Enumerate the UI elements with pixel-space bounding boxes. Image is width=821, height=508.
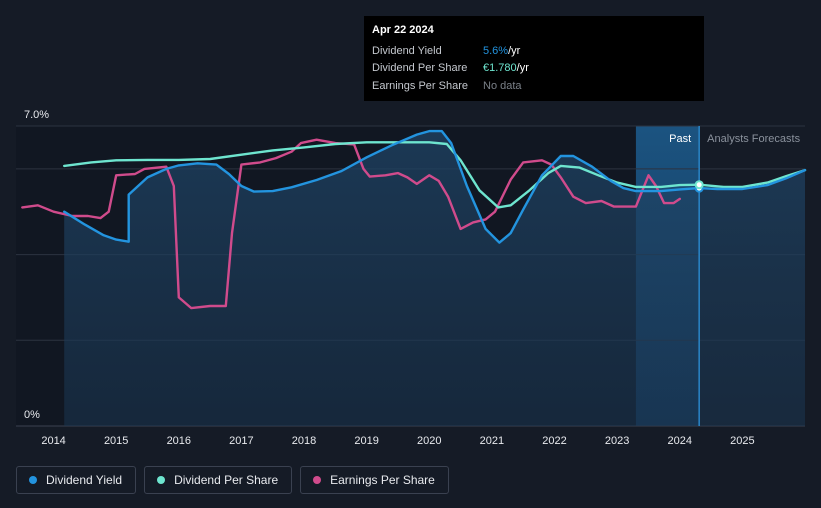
x-tick-label: 2025	[730, 435, 754, 447]
legend-label: Dividend Yield	[46, 473, 123, 487]
x-tick-label: 2020	[417, 435, 441, 447]
x-tick-label: 2021	[480, 435, 504, 447]
legend-dividend-yield[interactable]: Dividend Yield	[16, 466, 137, 494]
dividend-per-share-line	[63, 141, 807, 209]
tooltip-value: No data	[483, 79, 522, 92]
x-tick-label: 2023	[605, 435, 629, 447]
y-tick-label: 7.0%	[24, 109, 49, 121]
legend-label: Earnings Per Share	[330, 473, 435, 487]
legend-earnings-per-share[interactable]: Earnings Per Share	[300, 466, 449, 494]
dividend-yield-area	[64, 131, 805, 426]
tooltip-unit: /yr	[508, 44, 521, 57]
chart-legend: Dividend Yield Dividend Per Share Earnin…	[16, 466, 449, 494]
legend-dot-icon	[29, 476, 37, 484]
tooltip-value: €1.780	[483, 62, 517, 75]
legend-label: Dividend Per Share	[174, 473, 279, 487]
tooltip-row-dividend-yield: Dividend Yield 5.6% /yr	[372, 42, 696, 60]
tooltip-row-earnings-per-share: Earnings Per Share No data	[372, 77, 696, 95]
tooltip-label: Dividend Per Share	[372, 62, 468, 75]
dividend-per-share-marker	[694, 180, 704, 190]
legend-dot-icon	[313, 476, 322, 484]
y-tick-label: 0%	[24, 409, 40, 421]
x-tick-label: 2017	[229, 435, 253, 447]
x-tick-label: 2014	[41, 435, 65, 447]
legend-dividend-per-share[interactable]: Dividend Per Share	[144, 466, 293, 494]
chart-tooltip: Apr 22 2024 Dividend Yield 5.6% /yr Divi…	[364, 16, 704, 101]
tooltip-date: Apr 22 2024	[372, 24, 434, 36]
tooltip-unit: /yr	[516, 62, 529, 75]
forecast-label: Analysts Forecasts	[707, 133, 800, 145]
tooltip-label: Dividend Yield	[372, 44, 442, 57]
earnings-per-share-line	[21, 138, 681, 310]
tooltip-row-dividend-per-share: Dividend Per Share €1.780 /yr	[372, 60, 696, 78]
x-tick-label: 2016	[167, 435, 191, 447]
x-tick-label: 2015	[104, 435, 128, 447]
tooltip-label: Earnings Per Share	[372, 79, 468, 92]
x-tick-label: 2018	[292, 435, 316, 447]
legend-dot-icon	[157, 476, 166, 484]
past-label: Past	[669, 133, 691, 145]
x-tick-label: 2024	[668, 435, 692, 447]
x-tick-label: 2022	[542, 435, 566, 447]
x-tick-label: 2019	[354, 435, 378, 447]
dividend-yield-line	[63, 129, 807, 244]
tooltip-value: 5.6%	[483, 44, 509, 57]
